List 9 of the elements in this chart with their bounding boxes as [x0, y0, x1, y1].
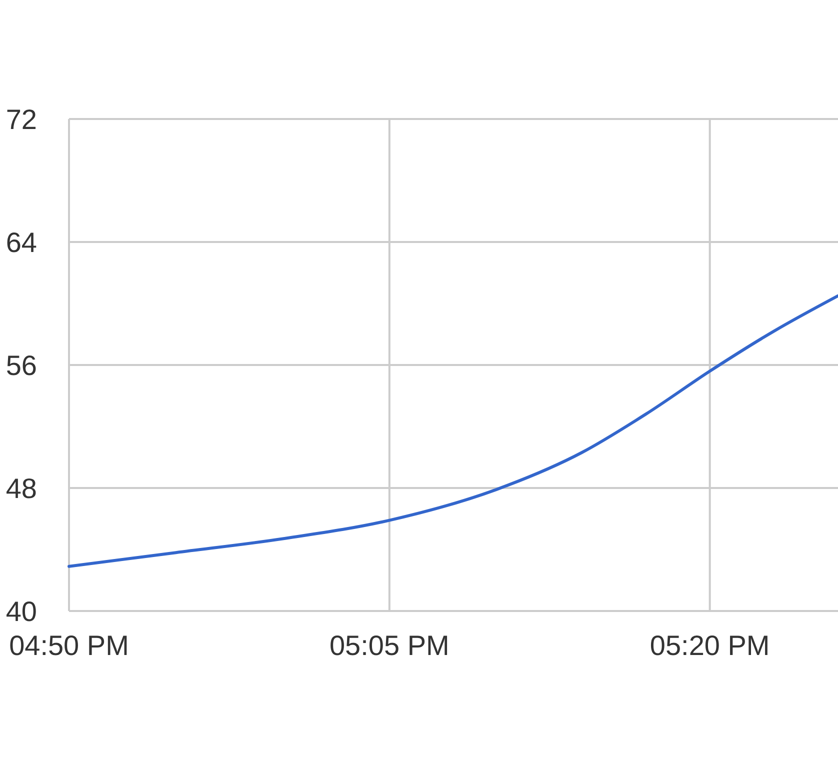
y-tick-label: 56 [6, 350, 37, 382]
y-tick-label: 40 [6, 596, 37, 628]
line-series [68, 294, 838, 568]
y-tick-label: 64 [6, 227, 37, 258]
x-tick-label: 05:05 PM [329, 630, 450, 661]
x-tick-label: 04:50 PM [9, 630, 129, 661]
x-tick-label: 05:20 PM [650, 630, 770, 661]
y-tick-label: 72 [6, 104, 37, 136]
y-tick-label: 48 [6, 473, 37, 504]
